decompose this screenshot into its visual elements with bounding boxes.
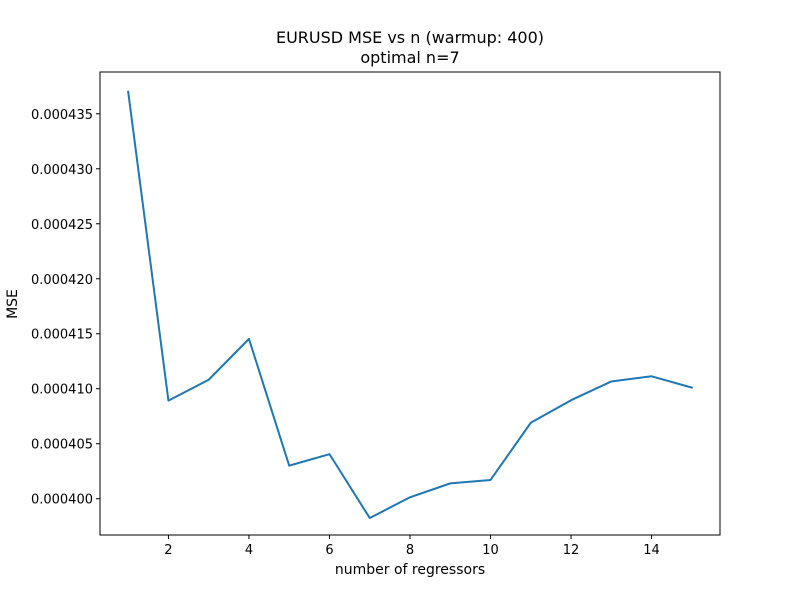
y-tick-label: 0.000415 [31, 328, 93, 343]
series-line [127, 90, 694, 520]
x-tick-label: 2 [164, 543, 172, 558]
y-tick-label: 0.000400 [31, 493, 93, 508]
y-tick-label: 0.000435 [31, 108, 93, 123]
chart-title: EURUSD MSE vs n (warmup: 400) [276, 28, 544, 47]
x-tick-label: 12 [563, 543, 580, 558]
x-tick-label: 10 [482, 543, 499, 558]
x-tick-label: 14 [643, 543, 660, 558]
y-axis-label: MSE [5, 289, 21, 319]
y-tick-label: 0.000410 [31, 383, 93, 398]
y-tick-label: 0.000405 [31, 438, 93, 453]
chart-subtitle: optimal n=7 [360, 48, 459, 67]
x-tick-label: 6 [325, 543, 333, 558]
plot-area [127, 90, 694, 520]
y-tick-label: 0.000425 [31, 218, 93, 233]
y-tick-label: 0.000430 [31, 163, 93, 178]
y-tick-label: 0.000420 [31, 273, 93, 288]
x-tick-label: 4 [245, 543, 253, 558]
x-axis-label: number of regressors [335, 562, 485, 578]
x-tick-label: 8 [406, 543, 414, 558]
